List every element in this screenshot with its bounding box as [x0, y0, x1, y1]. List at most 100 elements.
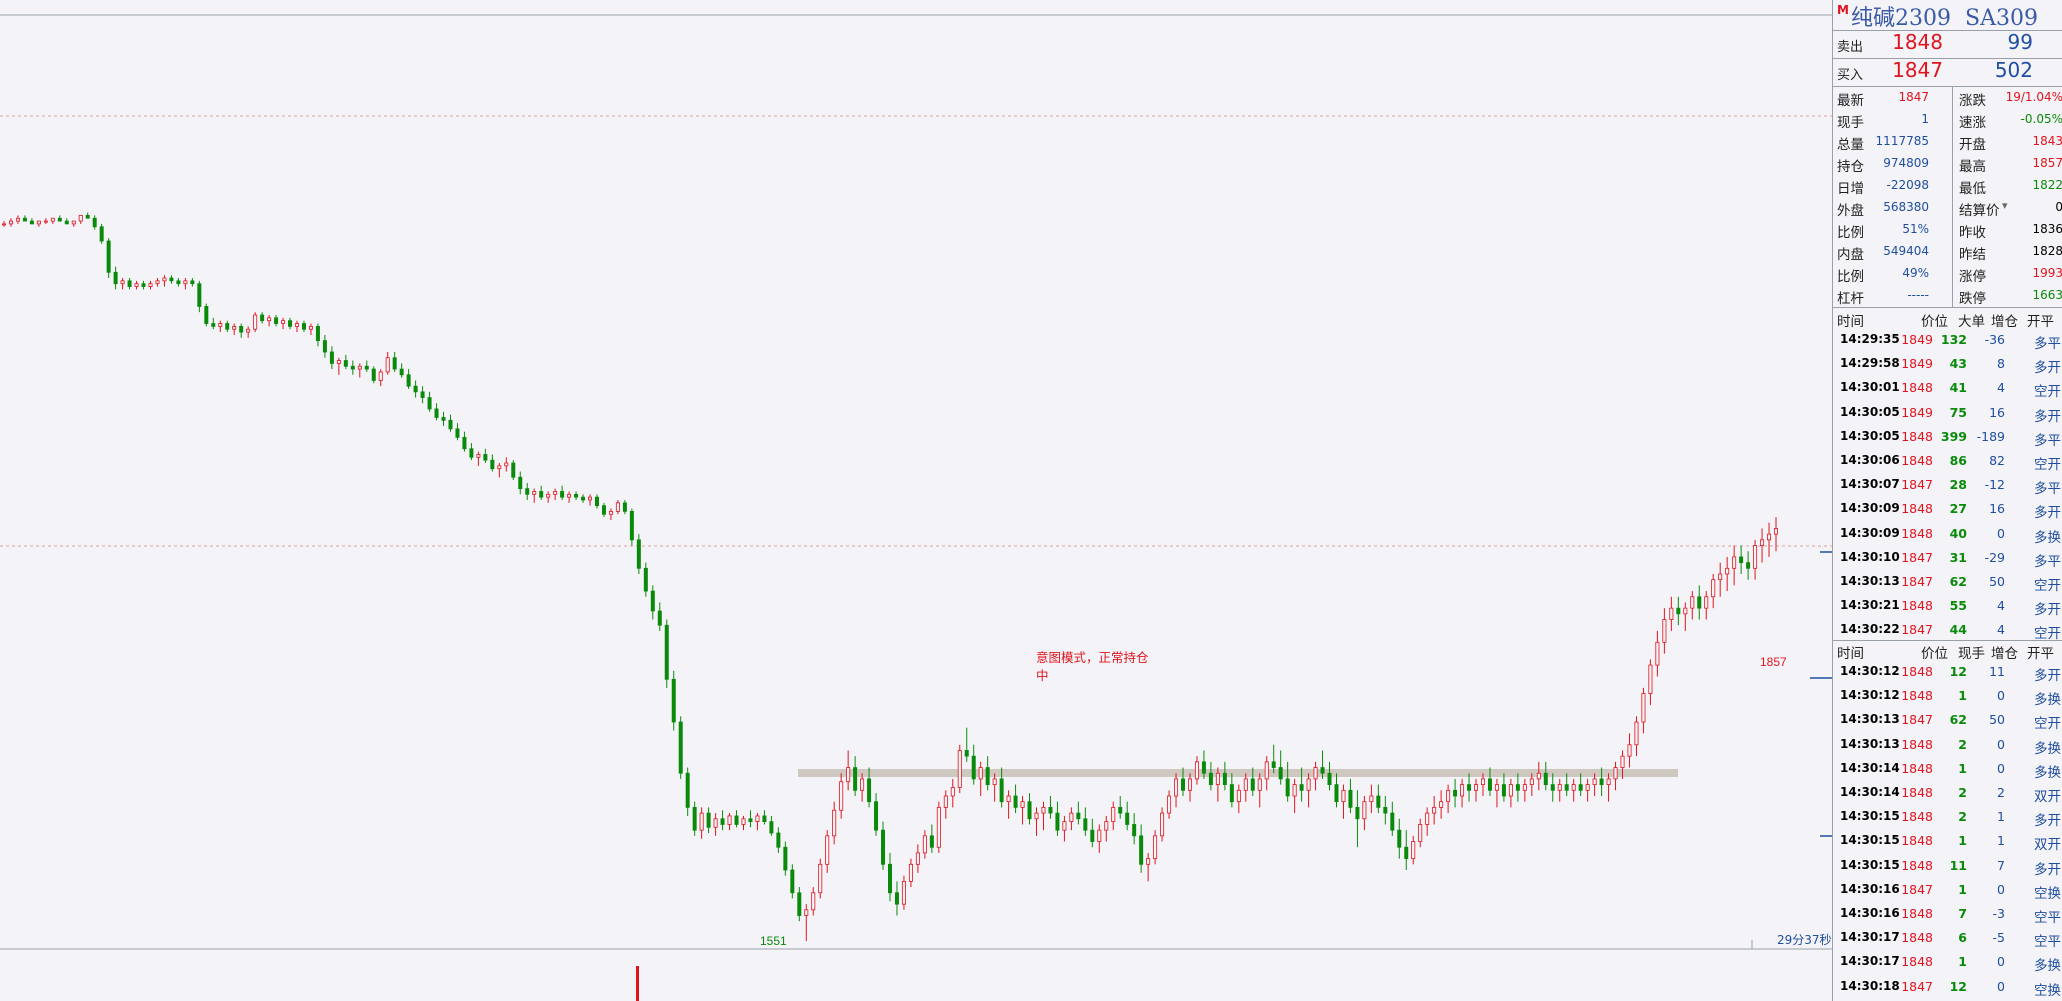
tick-price: 1848: [1901, 760, 1933, 776]
candle-body: [343, 360, 348, 367]
tick-size: 44: [1949, 622, 1967, 638]
tick-row[interactable]: 14:30:14 1848 2 2 双开: [1833, 781, 2062, 805]
candle-body: [1236, 789, 1241, 803]
stat-row: 日增 -22098 最低 1822: [1833, 174, 2062, 197]
tick-price: 1848: [1901, 501, 1933, 517]
stat-row: 最新 1847 涨跌 19/1.04%: [1833, 86, 2062, 109]
candle-body: [281, 320, 286, 324]
contract-title[interactable]: M 纯碱2309 SA309: [1833, 0, 2062, 31]
tick-row[interactable]: 14:30:15 1848 1 1 双开: [1833, 829, 2062, 853]
candle-body: [1264, 761, 1269, 780]
tick-row[interactable]: 14:30:09 1848 27 16 多开: [1833, 497, 2062, 521]
candle-body: [274, 317, 279, 324]
tick-row[interactable]: 14:30:07 1847 28 -12 多平: [1833, 473, 2062, 497]
settle-dropdown-icon[interactable]: ▾: [2002, 199, 2008, 212]
candle-body: [678, 721, 683, 774]
tick-time: 14:30:07: [1840, 477, 1900, 492]
stat-value: 1822: [2032, 178, 2062, 192]
candle-body: [1474, 784, 1479, 791]
candle-body: [455, 428, 460, 438]
candle-body: [762, 815, 767, 823]
candle-body: [608, 510, 613, 515]
stat-label: 涨停: [1959, 269, 1986, 285]
tick-price: 1848: [1901, 380, 1933, 396]
tick-row[interactable]: 14:30:10 1847 31 -29 多平: [1833, 546, 2062, 570]
ticks2-header-big: 现手: [1958, 646, 1985, 662]
candle-body: [846, 767, 851, 783]
tick-row[interactable]: 14:30:12 1848 12 11 多开: [1833, 660, 2062, 684]
tick-row[interactable]: 14:30:14 1848 1 0 多换: [1833, 757, 2062, 781]
stat-label: 内盘: [1837, 247, 1864, 263]
candle-body: [832, 809, 837, 837]
candle-body: [636, 539, 641, 569]
ticks1-header: 时间 价位 大单 增仓 开平: [1833, 308, 2062, 330]
tick-time: 14:30:16: [1840, 906, 1900, 920]
tick-row[interactable]: 14:30:18 1847 12 0 空换: [1833, 975, 2062, 999]
kline-chart-area[interactable]: 1551 1857 意图模式，正常持仓 中 29分37秒: [0, 0, 1832, 1001]
tick-type: 空换: [2034, 982, 2061, 999]
candle-body: [699, 812, 704, 831]
candle-body: [1153, 835, 1158, 860]
tick-size: 1: [1958, 954, 1967, 970]
tick-row[interactable]: 14:30:05 1848 399 -189 多平: [1833, 425, 2062, 449]
tick-row[interactable]: 14:30:06 1848 86 82 空开: [1833, 449, 2062, 473]
tick-oi-change: 0: [1997, 760, 2005, 776]
tick-row[interactable]: 14:30:17 1848 6 -5 空平: [1833, 926, 2062, 950]
tick-row[interactable]: 14:30:15 1848 2 1 多开: [1833, 805, 2062, 829]
stat-label: 日增: [1837, 181, 1864, 197]
tick-row[interactable]: 14:30:05 1849 75 16 多开: [1833, 401, 2062, 425]
tick-row[interactable]: 14:30:09 1848 40 0 多换: [1833, 522, 2062, 546]
tick-time: 14:30:13: [1840, 574, 1900, 588]
tick-row[interactable]: 14:30:22 1847 44 4 空开: [1833, 618, 2062, 642]
candle-body: [469, 448, 474, 458]
kline-chart[interactable]: 1551 1857 意图模式，正常持仓 中 29分37秒: [0, 0, 1832, 1001]
candle-body: [197, 283, 202, 307]
candle-body: [169, 277, 174, 282]
divider: [1833, 58, 2062, 59]
candle-body: [448, 419, 453, 430]
candle-body: [1390, 812, 1395, 831]
tick-type: 多开: [2034, 668, 2061, 684]
tick-row[interactable]: 14:30:21 1848 55 4 多开: [1833, 594, 2062, 618]
candle-body: [1083, 818, 1088, 831]
tick-row[interactable]: 14:30:13 1847 62 50 空开: [1833, 570, 2062, 594]
ticks2-header-chg: 增仓: [1991, 646, 2018, 662]
tick-row[interactable]: 14:30:12 1848 1 0 多换: [1833, 684, 2062, 708]
candle-body: [1006, 795, 1011, 803]
resistance-line[interactable]: [798, 769, 1678, 777]
tick-oi-change: -3: [1992, 906, 2005, 921]
tick-time: 14:30:01: [1840, 380, 1900, 395]
tick-row[interactable]: 14:30:15 1848 11 7 多开: [1833, 854, 2062, 878]
tick-row[interactable]: 14:30:13 1847 62 50 空开: [1833, 708, 2062, 732]
tick-time: 14:30:09: [1840, 501, 1900, 516]
tick-row[interactable]: 14:30:01 1848 41 4 空开: [1833, 376, 2062, 400]
candle-body: [176, 280, 181, 285]
candle-body: [706, 812, 711, 828]
candle-body: [769, 821, 774, 834]
candle-body: [1669, 607, 1674, 620]
stat-value: 1847: [1898, 90, 1929, 104]
candle-body: [1397, 829, 1402, 848]
candle-body: [1201, 761, 1206, 774]
candle-body: [901, 880, 906, 905]
tick-row[interactable]: 14:30:16 1847 1 0 空换: [1833, 878, 2062, 902]
tick-row[interactable]: 14:29:58 1849 43 8 多开: [1833, 352, 2062, 376]
sell-quote-row[interactable]: 卖出 1848 99: [1833, 30, 2062, 58]
stat-label: 结算价: [1959, 203, 2000, 219]
candle-body: [539, 491, 544, 498]
tick-type: 多换: [2034, 958, 2061, 975]
tick-row[interactable]: 14:30:17 1848 1 0 多换: [1833, 950, 2062, 974]
candle-body: [1348, 789, 1353, 808]
tick-row[interactable]: 14:30:16 1848 7 -3 空平: [1833, 902, 2062, 926]
tick-price: 1848: [1901, 906, 1933, 921]
tick-row[interactable]: 14:30:13 1848 2 0 多换: [1833, 733, 2062, 757]
buy-quote-row[interactable]: 买入 1847 502: [1833, 58, 2062, 86]
tick-price: 1848: [1901, 525, 1933, 541]
candle-body: [853, 767, 858, 791]
tick-time: 14:30:21: [1840, 598, 1900, 613]
tick-row[interactable]: 14:29:35 1849 132 -36 多平: [1833, 328, 2062, 352]
tick-type: 双开: [2034, 789, 2061, 805]
buy-volume: 502: [1994, 58, 2033, 82]
tick-size: 86: [1949, 453, 1967, 468]
candle-body: [518, 476, 523, 490]
